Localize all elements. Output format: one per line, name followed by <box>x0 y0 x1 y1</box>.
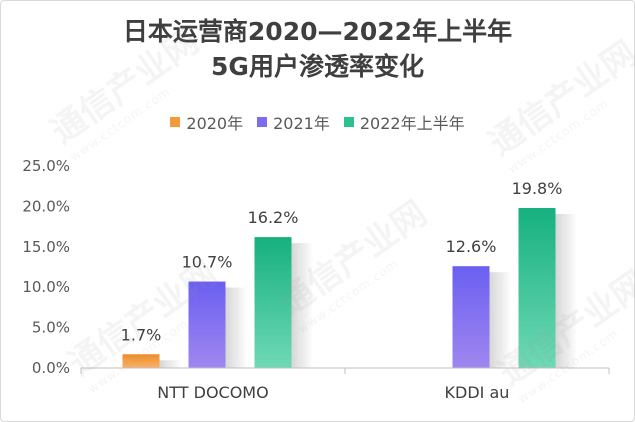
bars: 1.7% 10.7% 12.6% 16.2% 19.8% <box>121 179 578 368</box>
y-tick-label: 20.0% <box>22 197 70 215</box>
y-tick-label: 0.0% <box>32 359 70 377</box>
bar-ntt-docomo-2021 <box>188 281 226 368</box>
legend-swatch-2021 <box>257 117 268 127</box>
legend-label-2022h1: 2022年上半年 <box>359 114 465 133</box>
bar-kddi-au-2021 <box>452 266 490 368</box>
y-tick-label: 25.0% <box>22 157 70 175</box>
bar-shadow <box>291 243 314 368</box>
bar-ntt-docomo-2022h1 <box>254 237 292 368</box>
legend-label-2021: 2021年 <box>273 114 330 133</box>
y-axis-ticks: 0.0% 5.0% 10.0% 15.0% 20.0% 25.0% <box>22 157 70 377</box>
legend-item-2022h1: 2022年上半年 <box>343 110 465 134</box>
category-label-kddi-au: KDDI au <box>445 383 510 402</box>
y-tick-label: 10.0% <box>22 278 70 296</box>
y-tick-label: 5.0% <box>32 319 70 337</box>
bar-shadow <box>555 214 578 368</box>
bar-shadow <box>159 360 182 368</box>
chart-title: 日本运营商2020—2022年上半年 5G用户渗透率变化 <box>0 14 635 84</box>
chart-title-line-2: 5G用户渗透率变化 <box>211 52 424 81</box>
legend-item-2021: 2021年 <box>257 110 330 134</box>
data-label-ntt-docomo-2021: 10.7% <box>182 253 233 272</box>
legend-swatch-2022h1 <box>343 117 354 127</box>
bar-shadow <box>489 272 512 368</box>
legend: 2020年 2021年 2022年上半年 <box>0 110 635 134</box>
legend-item-2020: 2020年 <box>170 110 243 134</box>
data-label-kddi-au-2022h1: 19.8% <box>512 179 563 198</box>
legend-label-2020: 2020年 <box>186 114 244 133</box>
bar-shadow <box>225 287 248 368</box>
data-label-ntt-docomo-2020: 1.7% <box>121 325 162 344</box>
y-tick-label: 15.0% <box>22 238 70 256</box>
chart-title-line-1: 日本运营商2020—2022年上半年 <box>122 17 513 46</box>
data-label-kddi-au-2021: 12.6% <box>446 237 497 256</box>
legend-swatch-2020 <box>170 117 181 127</box>
bar-ntt-docomo-2020 <box>122 354 160 368</box>
category-label-ntt-docomo: NTT DOCOMO <box>157 383 268 402</box>
data-label-ntt-docomo-2022h1: 16.2% <box>248 208 299 227</box>
bar-kddi-au-2022h1 <box>518 208 556 368</box>
